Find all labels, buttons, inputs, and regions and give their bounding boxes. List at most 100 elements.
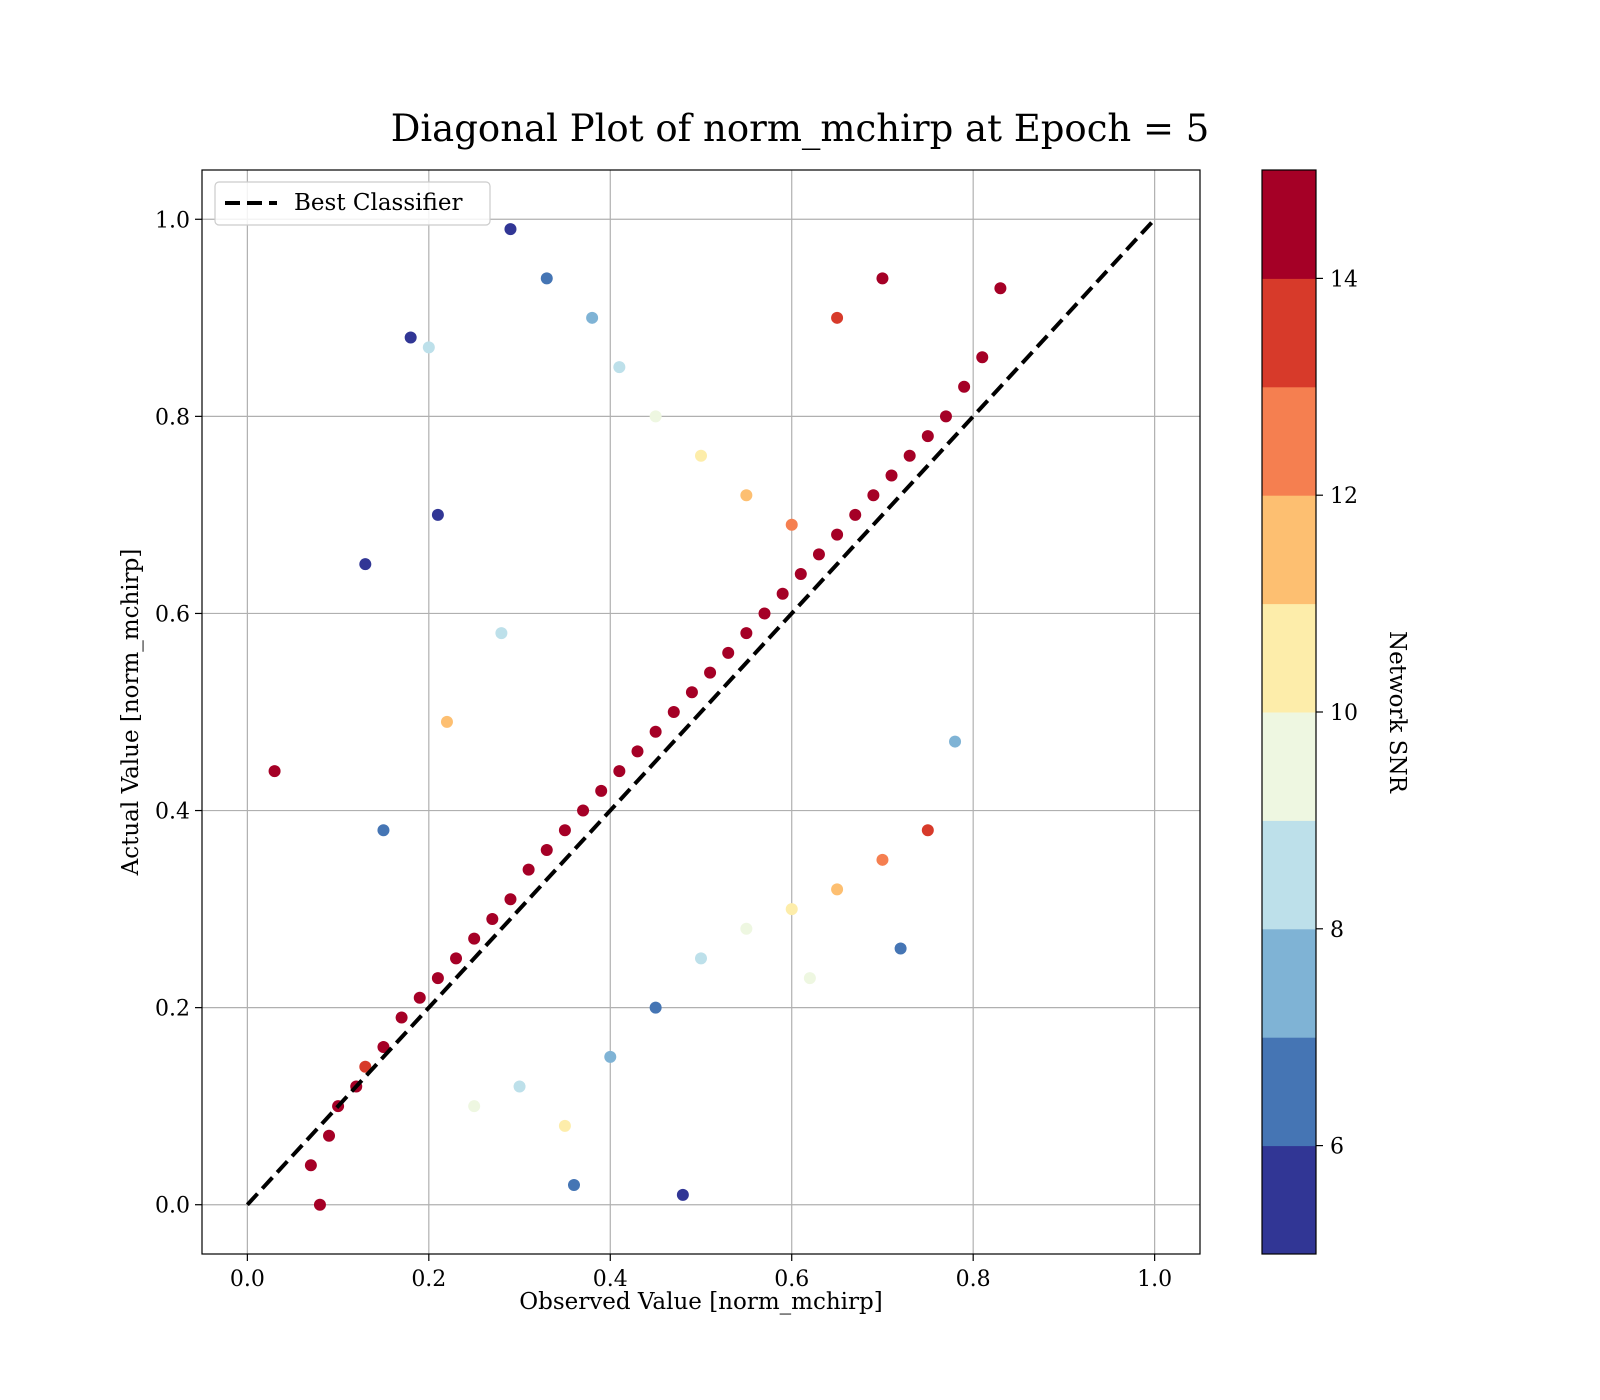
scatter-point xyxy=(695,449,707,462)
legend-box xyxy=(214,181,491,226)
scatter-point xyxy=(304,1159,317,1172)
colorbar-band xyxy=(1262,928,1316,1038)
scatter-point xyxy=(313,1198,326,1211)
legend-label-best-classifier: Best Classifier xyxy=(294,190,462,216)
scatter-point xyxy=(958,380,971,393)
scatter-point xyxy=(604,1050,617,1063)
scatter-point xyxy=(876,853,889,866)
scatter-point xyxy=(567,1179,580,1192)
plot-area: 0.0 0.2 0.4 0.6 0.8 1.0 0.0 0.2 0.4 0.6 0.8 1.0 xyxy=(155,169,1201,1292)
x-tick-label: 0.4 xyxy=(593,1267,628,1292)
scatter-point xyxy=(540,272,553,285)
colorbar-tick-label: 14 xyxy=(1330,267,1358,292)
colorbar-tick-label: 12 xyxy=(1330,484,1358,509)
scatter-point xyxy=(831,311,844,324)
colorbar-band xyxy=(1262,603,1316,713)
colorbar-tick-label: 10 xyxy=(1330,701,1358,726)
scatter-point xyxy=(740,922,753,935)
scatter-point xyxy=(740,627,753,640)
colorbar-label: Network SNR xyxy=(1384,631,1410,794)
scatter-point xyxy=(468,1100,481,1113)
y-tick-label: 1.0 xyxy=(155,208,190,233)
colorbar-tick-label: 8 xyxy=(1330,918,1344,943)
scatter-point xyxy=(359,558,372,571)
y-tick-label: 0.2 xyxy=(155,997,190,1022)
scatter-point xyxy=(422,341,435,354)
colorbar-band xyxy=(1262,170,1316,279)
scatter-point xyxy=(377,824,390,837)
x-tick-label: 0.8 xyxy=(956,1267,991,1292)
scatter-point xyxy=(377,1041,390,1054)
scatter-point xyxy=(586,311,599,324)
x-tick-label: 1.0 xyxy=(1137,1267,1172,1292)
scatter-point xyxy=(849,508,862,521)
scatter-point xyxy=(431,508,444,521)
x-tick-label: 0.6 xyxy=(774,1267,809,1292)
scatter-point xyxy=(803,972,816,985)
scatter-point xyxy=(695,952,707,965)
scatter-point xyxy=(785,518,798,531)
scatter-point xyxy=(794,568,807,581)
y-tick-label: 0.8 xyxy=(155,405,190,430)
plot-frame xyxy=(201,169,1201,1255)
scatter-point xyxy=(577,804,590,817)
colorbar-band xyxy=(1262,1145,1316,1255)
scatter-point xyxy=(976,351,989,364)
scatter-point xyxy=(921,824,934,837)
scatter-point xyxy=(495,627,508,640)
scatter-point xyxy=(758,607,771,620)
scatter-point xyxy=(631,745,644,758)
scatter-point xyxy=(867,489,880,502)
scatter-point xyxy=(949,735,962,748)
colorbar-band xyxy=(1262,1037,1316,1147)
x-tick-label: 0.0 xyxy=(230,1267,265,1292)
legend: Best Classifier xyxy=(214,181,491,226)
scatter-point xyxy=(649,1001,662,1014)
scatter-point xyxy=(540,843,553,856)
x-axis-ticks: 0.0 0.2 0.4 0.6 0.8 1.0 xyxy=(230,1254,1172,1292)
scatter-point xyxy=(676,1188,689,1201)
scatter-point xyxy=(323,1129,336,1142)
scatter-point xyxy=(504,893,517,906)
scatter-point xyxy=(268,765,281,778)
scatter-point xyxy=(649,410,662,423)
scatter-point xyxy=(667,706,680,718)
scatter-point xyxy=(558,1119,571,1132)
scatter-point xyxy=(704,666,717,679)
colorbar-band xyxy=(1262,278,1316,388)
scatter-point xyxy=(740,489,753,502)
scatter-point xyxy=(486,912,499,925)
scatter-point xyxy=(613,361,626,374)
scatter-point xyxy=(885,469,898,482)
scatter-point xyxy=(921,430,934,443)
scatter-point xyxy=(939,410,952,423)
y-axis-label: Actual Value [norm_mchirp] xyxy=(118,549,144,877)
y-tick-label: 0.6 xyxy=(155,602,190,627)
scatter-point xyxy=(722,646,735,659)
scatter-point xyxy=(595,784,608,797)
colorbar-tick-label: 6 xyxy=(1330,1135,1344,1160)
scatter-point xyxy=(831,528,844,541)
scatter-point xyxy=(903,449,916,462)
scatter-point xyxy=(431,972,444,985)
scatter-point xyxy=(831,883,844,896)
scatter-point xyxy=(504,223,517,236)
x-tick-label: 0.2 xyxy=(411,1267,446,1292)
scatter-point xyxy=(404,331,417,344)
scatter-point xyxy=(613,765,626,778)
scatter-point xyxy=(513,1080,526,1093)
x-axis-label: Observed Value [norm_mchirp] xyxy=(519,1289,882,1315)
scatter-point xyxy=(522,863,535,876)
scatter-point xyxy=(994,282,1007,295)
colorbar-band xyxy=(1262,712,1316,821)
scatter-point xyxy=(876,272,889,285)
colorbar-ticks: 6 8 10 12 14 xyxy=(1316,267,1358,1160)
scatter-point xyxy=(359,1060,372,1073)
y-tick-label: 0.4 xyxy=(155,800,190,825)
scatter-point xyxy=(558,824,571,837)
scatter-point xyxy=(413,991,426,1004)
scatter-point xyxy=(812,548,825,561)
scatter-point xyxy=(468,932,481,945)
scatter-point xyxy=(450,952,463,965)
